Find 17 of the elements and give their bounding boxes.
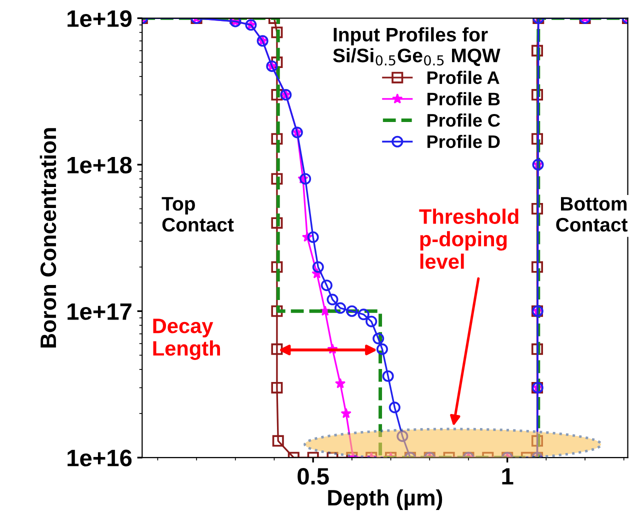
y-axis-title: Boron Concentration: [40, 128, 56, 348]
annotation: Bottom Contact: [556, 197, 628, 232]
y-tick-label: 1e+16: [68, 450, 132, 466]
annotation: Threshold p-doping level: [419, 208, 518, 269]
x-tick-label: 1: [502, 468, 514, 484]
x-tick-label: 0.5: [298, 468, 329, 485]
legend-label: Profile C: [427, 114, 500, 127]
legend-label: Profile B: [427, 92, 500, 106]
annotation: Top Contact: [162, 197, 234, 232]
x-axis-title: Depth (µm): [328, 489, 442, 510]
y-tick-label: 1e+17: [68, 303, 132, 320]
legend-label: Profile D: [427, 134, 500, 148]
annotation: Decay Length: [153, 318, 220, 360]
y-tick-label: 1e+19: [68, 10, 132, 27]
legend-label: Profile A: [427, 70, 500, 84]
legend-title: Input Profiles for Si/Si$_{0.5}$Ge$_{0.5}$ MQW: [333, 27, 500, 66]
y-tick-label: 1e+18: [68, 156, 132, 174]
